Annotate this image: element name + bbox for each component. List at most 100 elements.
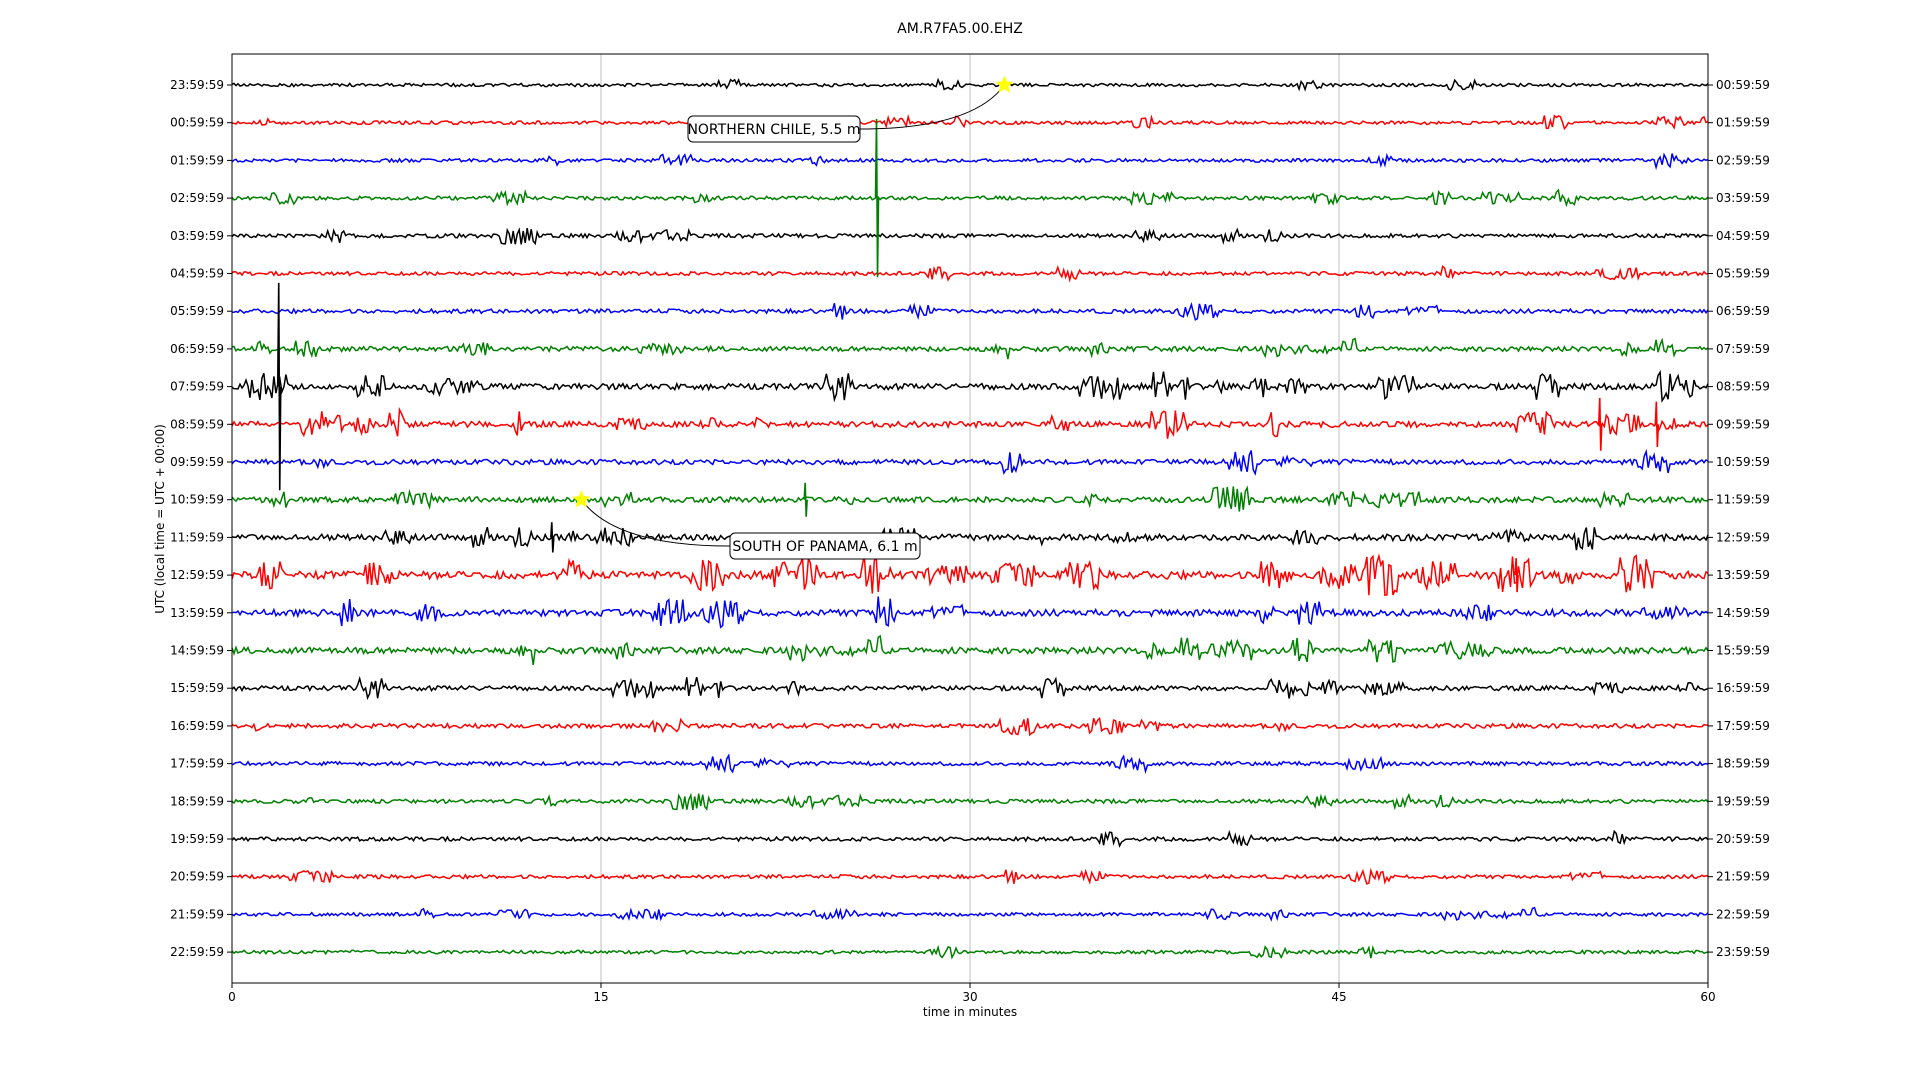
y-tick-label-left: 05:59:59 [170, 304, 224, 318]
y-tick-label-left: 19:59:59 [170, 832, 224, 846]
y-tick-label-right: 06:59:59 [1716, 304, 1770, 318]
annotation-box [729, 532, 921, 560]
trace-0 [231, 77, 1709, 92]
y-tick-label-right: 01:59:59 [1716, 116, 1770, 130]
x-tick-label: 45 [1331, 990, 1346, 1004]
spike [276, 282, 282, 491]
y-tick-label-left: 09:59:59 [170, 455, 224, 469]
y-tick-label-left: 08:59:59 [170, 417, 224, 431]
annotation-label: SOUTH OF PANAMA, 6.1 m [732, 539, 917, 555]
y-tick-label-left: 13:59:59 [170, 606, 224, 620]
y-tick-label-left: 11:59:59 [170, 530, 224, 544]
y-tick-label-left: 10:59:59 [170, 493, 224, 507]
trace-17 [231, 716, 1709, 737]
y-ticks: 23:59:59 00:59:59 01:59:59 02:59:59 03:59:59… [170, 78, 1770, 959]
y-tick-label-left: 15:59:59 [170, 681, 224, 695]
trace-15 [231, 634, 1709, 666]
y-tick-label-right: 21:59:59 [1716, 870, 1770, 884]
y-tick-label-right: 11:59:59 [1716, 493, 1770, 507]
y-tick-label-right: 18:59:59 [1716, 757, 1770, 771]
y-tick-label-right: 15:59:59 [1716, 644, 1770, 658]
y-tick-label-left: 21:59:59 [170, 907, 224, 921]
spike [1597, 397, 1603, 451]
y-tick-label-right: 20:59:59 [1716, 832, 1770, 846]
y-tick-label-right: 05:59:59 [1716, 267, 1770, 281]
trace-1 [232, 113, 1709, 131]
spike [874, 118, 880, 278]
y-tick-label-right: 10:59:59 [1716, 455, 1770, 469]
y-tick-label-right: 04:59:59 [1716, 229, 1770, 243]
y-tick-label-right: 03:59:59 [1716, 191, 1770, 205]
y-tick-label-right: 19:59:59 [1716, 794, 1770, 808]
y-tick-label-right: 22:59:59 [1716, 907, 1770, 921]
y-axis-label: UTC (local time = UTC + 00:00) [153, 424, 167, 614]
traces-group [231, 77, 1709, 960]
trace-14 [231, 596, 1709, 629]
x-tick-label: 60 [1700, 990, 1715, 1004]
spikes-group [276, 118, 1660, 593]
event-star-marker [995, 75, 1014, 93]
y-tick-label-left: 23:59:59 [170, 78, 224, 92]
y-tick-label-left: 06:59:59 [170, 342, 224, 356]
trace-19 [231, 792, 1709, 811]
trace-11 [231, 485, 1709, 512]
y-tick-label-left: 16:59:59 [170, 719, 224, 733]
x-tick-label: 30 [962, 990, 977, 1004]
annotation-connector [859, 84, 1005, 130]
trace-18 [231, 753, 1709, 775]
y-tick-label-left: 22:59:59 [170, 945, 224, 959]
y-tick-label-left: 03:59:59 [170, 229, 224, 243]
trace-13 [231, 553, 1709, 596]
trace-3 [231, 188, 1709, 208]
annotation-connector [580, 499, 731, 547]
y-tick-label-left: 17:59:59 [170, 757, 224, 771]
y-tick-label-right: 23:59:59 [1716, 945, 1770, 959]
y-tick-label-left: 02:59:59 [170, 191, 224, 205]
event-annotations: NORTHERN CHILE, 5.5 m SOUTH OF PANAMA, 6.… [572, 75, 1014, 560]
y-tick-label-left: 20:59:59 [170, 870, 224, 884]
trace-4 [231, 227, 1709, 246]
trace-9 [231, 406, 1709, 439]
y-tick-label-left: 14:59:59 [170, 644, 224, 658]
spike [803, 482, 808, 517]
x-gridlines [600, 54, 1340, 983]
y-tick-label-right: 12:59:59 [1716, 530, 1770, 544]
y-tick-label-right: 08:59:59 [1716, 380, 1770, 394]
y-tick-label-left: 12:59:59 [170, 568, 224, 582]
y-tick-label-right: 16:59:59 [1716, 681, 1770, 695]
trace-12 [231, 526, 1709, 551]
y-tick-label-right: 09:59:59 [1716, 417, 1770, 431]
trace-7 [231, 337, 1709, 360]
y-tick-label-left: 07:59:59 [170, 380, 224, 394]
trace-16 [231, 675, 1709, 701]
y-tick-label-left: 00:59:59 [170, 116, 224, 130]
y-tick-label-right: 00:59:59 [1716, 78, 1770, 92]
y-tick-label-right: 13:59:59 [1716, 568, 1770, 582]
trace-2 [231, 152, 1709, 171]
event-star-marker [572, 490, 591, 508]
trace-8 [231, 369, 1709, 403]
x-tick-label: 15 [593, 990, 608, 1004]
y-tick-label-right: 17:59:59 [1716, 719, 1770, 733]
trace-22 [231, 906, 1709, 922]
chart-title: AM.R7FA5.00.EHZ [897, 21, 1023, 37]
y-tick-label-left: 18:59:59 [170, 794, 224, 808]
trace-6 [231, 301, 1709, 321]
spike [550, 522, 555, 553]
x-ticks: 0 15 30 45 60 [228, 983, 1716, 1004]
spike [1654, 401, 1660, 447]
trace-23 [231, 944, 1709, 960]
trace-10 [231, 448, 1709, 476]
y-tick-label-right: 02:59:59 [1716, 153, 1770, 167]
spike [1514, 558, 1519, 593]
y-tick-label-left: 04:59:59 [170, 267, 224, 281]
x-tick-label: 0 [228, 990, 236, 1004]
y-tick-label-right: 14:59:59 [1716, 606, 1770, 620]
y-tick-label-left: 01:59:59 [170, 153, 224, 167]
annotation-label: NORTHERN CHILE, 5.5 m [687, 122, 860, 138]
x-axis-label: time in minutes [923, 1005, 1017, 1019]
y-tick-label-right: 07:59:59 [1716, 342, 1770, 356]
trace-20 [231, 829, 1709, 848]
trace-21 [231, 867, 1709, 885]
annotation-box [687, 115, 861, 143]
